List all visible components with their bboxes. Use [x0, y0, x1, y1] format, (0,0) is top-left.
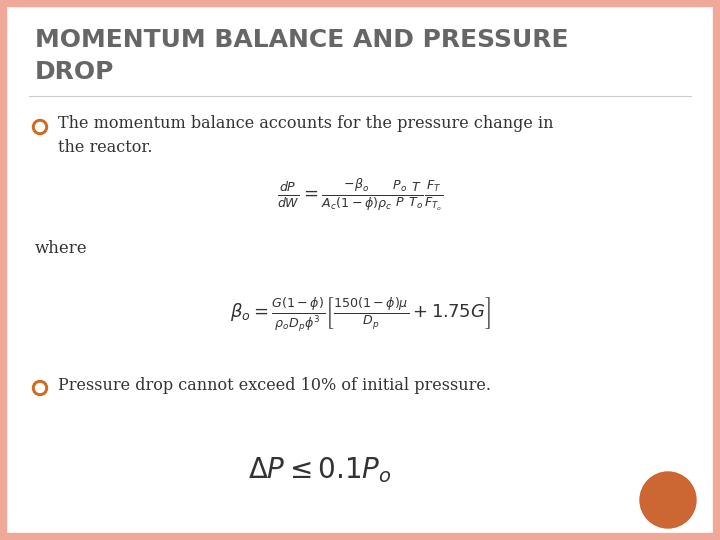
Text: $\beta_o = \frac{G(1-\phi)}{\rho_o D_p \phi^3} \left[ \frac{150(1-\phi)\mu}{D_p}: $\beta_o = \frac{G(1-\phi)}{\rho_o D_p \…: [230, 296, 490, 334]
Circle shape: [640, 472, 696, 528]
Text: Pressure drop cannot exceed 10% of initial pressure.: Pressure drop cannot exceed 10% of initi…: [58, 377, 491, 394]
Text: MOMENTUM BALANCE AND PRESSURE: MOMENTUM BALANCE AND PRESSURE: [35, 28, 569, 52]
Circle shape: [35, 123, 45, 132]
Text: $\Delta P \leq 0.1 P_o$: $\Delta P \leq 0.1 P_o$: [248, 455, 392, 485]
Circle shape: [35, 383, 45, 393]
Circle shape: [32, 381, 48, 395]
Text: where: where: [35, 240, 88, 257]
Circle shape: [32, 119, 48, 134]
Text: $\frac{dP}{dW} = \frac{-\beta_o}{A_c(1-\phi)\rho_c} \frac{P_o}{P} \frac{T}{T_o} : $\frac{dP}{dW} = \frac{-\beta_o}{A_c(1-\…: [277, 177, 443, 213]
Text: The momentum balance accounts for the pressure change in
the reactor.: The momentum balance accounts for the pr…: [58, 115, 554, 156]
Text: DROP: DROP: [35, 60, 114, 84]
